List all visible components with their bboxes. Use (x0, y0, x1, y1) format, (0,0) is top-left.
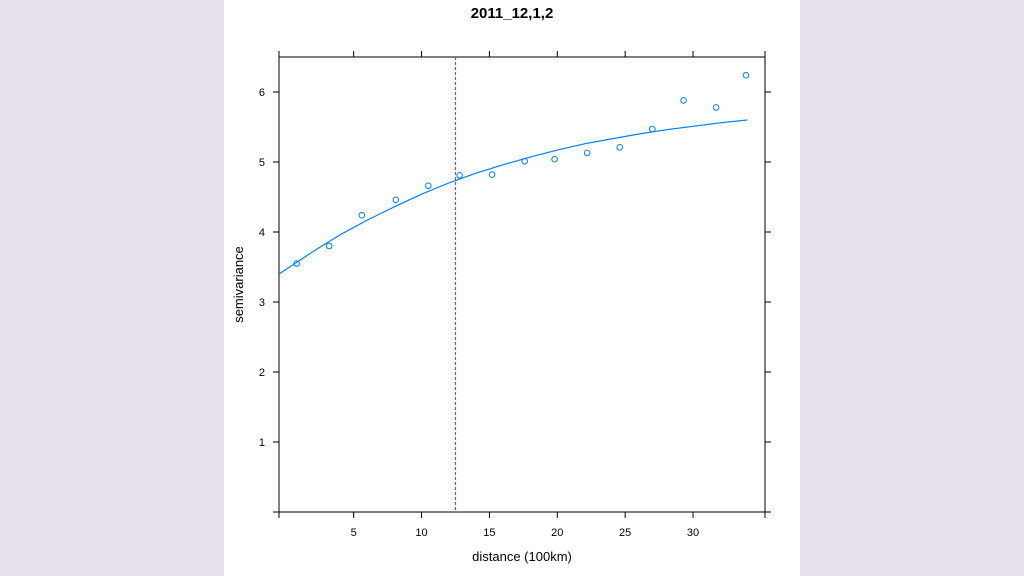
semivariance-point (488, 171, 496, 178)
y-tick-label: 4 (259, 227, 265, 239)
semivariance-point (583, 149, 591, 157)
semivariance-point (456, 172, 463, 179)
y-tick-label: 1 (259, 437, 265, 449)
semivariogram-plot: 5 10 15 20 25 30 1 2 3 4 5 6 distance (100km) semivar… (231, 51, 771, 564)
semivariance-point (551, 155, 558, 163)
semivariance-point (521, 158, 529, 165)
x-tick-label: 10 (415, 527, 427, 539)
semivariance-point (325, 242, 333, 250)
semivariance-point (712, 104, 720, 111)
semivariance-point (680, 97, 687, 104)
y-axis-label: semivariance (231, 246, 246, 323)
x-axis-label: distance (100km) (472, 549, 572, 564)
x-tick-label: 15 (483, 527, 495, 539)
y-tick-label: 5 (259, 157, 265, 169)
plot-border (278, 56, 766, 513)
semivariance-point (293, 260, 300, 267)
semivariance-point (358, 211, 366, 219)
chart-title: 2011_12,1,2 (470, 5, 554, 22)
x-tick-label: 5 (351, 527, 357, 539)
y-tick-label: 2 (259, 367, 265, 379)
semivariance-point (392, 196, 400, 204)
x-tick-label: 25 (619, 527, 631, 539)
fitted-model-curve (278, 119, 748, 275)
y-tick-label: 3 (259, 297, 265, 309)
x-tick-label: 30 (687, 527, 699, 539)
chart-panel: 2011_12,1,2 5 10 15 20 25 30 1 2 3 4 5 6 distance (1… (224, 0, 800, 576)
semivariance-point (742, 71, 750, 79)
semivariance-point (616, 144, 624, 151)
semivariance-point (649, 125, 656, 133)
y-tick-label: 6 (259, 87, 265, 99)
x-tick-label: 20 (551, 527, 563, 539)
semivariance-point (425, 182, 432, 190)
